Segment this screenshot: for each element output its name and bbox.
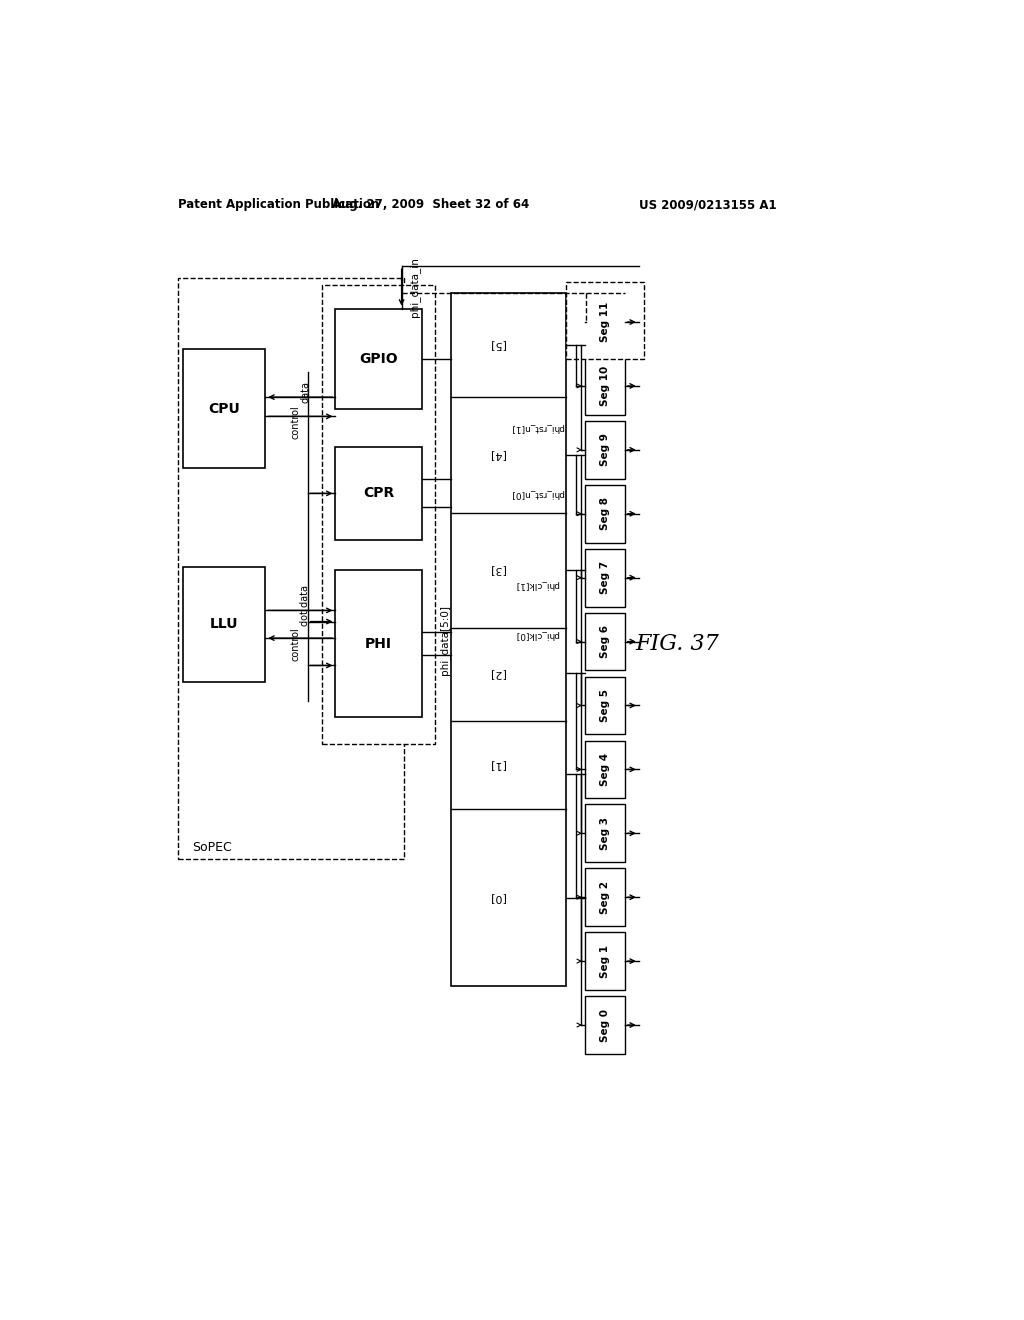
Text: SoPEC: SoPEC xyxy=(193,841,231,854)
Text: US 2009/0213155 A1: US 2009/0213155 A1 xyxy=(639,198,776,211)
Text: Seg 3: Seg 3 xyxy=(600,817,610,850)
Text: phi_data_in: phi_data_in xyxy=(410,257,420,317)
Text: Seg 7: Seg 7 xyxy=(600,561,610,594)
Text: Seg 11: Seg 11 xyxy=(600,302,610,342)
Bar xyxy=(585,741,625,799)
Text: dot data: dot data xyxy=(300,585,310,626)
Bar xyxy=(183,350,265,469)
Bar xyxy=(451,293,565,986)
Bar xyxy=(585,421,625,479)
Text: data: data xyxy=(300,380,310,403)
Text: Seg 9: Seg 9 xyxy=(600,433,610,466)
Bar xyxy=(585,677,625,734)
Text: Seg 8: Seg 8 xyxy=(600,498,610,531)
Text: control: control xyxy=(291,405,300,438)
Text: Seg 6: Seg 6 xyxy=(600,626,610,659)
Bar xyxy=(585,293,625,351)
Text: phi_clk[1]: phi_clk[1] xyxy=(515,579,559,589)
Text: CPU: CPU xyxy=(208,401,240,416)
Bar xyxy=(336,570,422,717)
Text: Seg 1: Seg 1 xyxy=(600,945,610,978)
Text: Aug. 27, 2009  Sheet 32 of 64: Aug. 27, 2009 Sheet 32 of 64 xyxy=(332,198,529,211)
Text: [1]: [1] xyxy=(488,760,505,770)
Text: phi_rst_n[0]: phi_rst_n[0] xyxy=(510,488,564,498)
Text: Seg 2: Seg 2 xyxy=(600,880,610,913)
Text: [0]: [0] xyxy=(488,892,505,903)
Text: PHI: PHI xyxy=(365,636,392,651)
Text: [5]: [5] xyxy=(488,341,505,350)
Text: LLU: LLU xyxy=(210,618,239,631)
Text: CPR: CPR xyxy=(362,486,394,500)
Bar xyxy=(565,281,644,359)
Bar xyxy=(585,549,625,607)
Text: FIG. 37: FIG. 37 xyxy=(635,632,719,655)
Text: Seg 0: Seg 0 xyxy=(600,1008,610,1041)
Text: Patent Application Publication: Patent Application Publication xyxy=(178,198,380,211)
Bar xyxy=(585,932,625,990)
Text: [4]: [4] xyxy=(488,450,505,459)
Text: Seg 10: Seg 10 xyxy=(600,366,610,407)
Text: control: control xyxy=(291,627,300,661)
Bar xyxy=(585,612,625,671)
Text: Seg 5: Seg 5 xyxy=(600,689,610,722)
Bar xyxy=(585,997,625,1053)
Text: GPIO: GPIO xyxy=(359,351,397,366)
Bar xyxy=(585,358,625,414)
Text: phi_clk[0]: phi_clk[0] xyxy=(515,630,559,639)
Text: [3]: [3] xyxy=(488,565,505,576)
Bar xyxy=(585,804,625,862)
Bar xyxy=(322,285,435,743)
Bar xyxy=(183,566,265,682)
Text: Seg 4: Seg 4 xyxy=(600,752,610,785)
Bar xyxy=(585,869,625,927)
Bar xyxy=(585,484,625,543)
Bar xyxy=(336,309,422,409)
Bar xyxy=(336,447,422,540)
Text: phi_rst_n[1]: phi_rst_n[1] xyxy=(510,424,564,433)
Text: [2]: [2] xyxy=(488,669,505,680)
Bar xyxy=(178,277,403,859)
Text: phi_data[5:0]: phi_data[5:0] xyxy=(439,605,451,675)
